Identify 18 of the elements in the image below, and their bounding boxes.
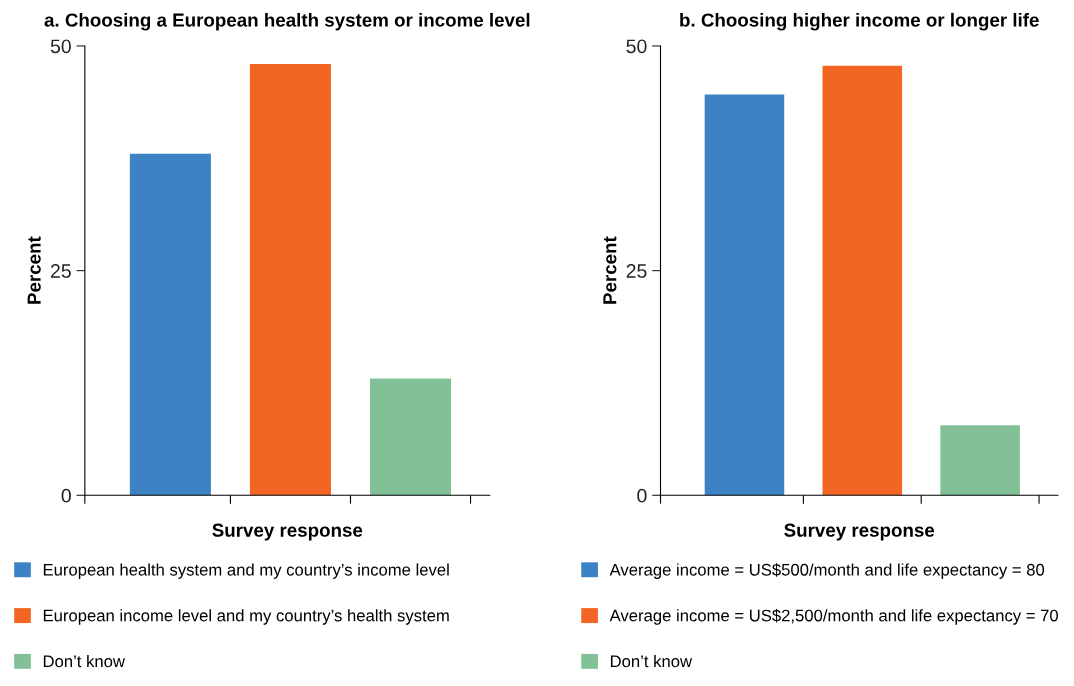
x-axis-title: Survey response — [784, 523, 935, 541]
x-axis-title: Survey response — [212, 523, 363, 541]
legend-label: Don’t know — [610, 655, 693, 668]
legend-label: Average income = US$500/month and life expectancy = 80 — [609, 563, 1045, 579]
y-tick-label: 25 — [626, 264, 647, 278]
legend-label: Average income = US$2,500/month and life expectancy = 70 — [609, 608, 1058, 625]
y-tick-label: 50 — [626, 39, 647, 54]
legend-label: European income level and my country’s health system — [43, 609, 449, 625]
y-tick-label: 25 — [51, 264, 71, 278]
chart-title: a. Choosing a European health system or income level — [44, 12, 530, 31]
y-axis-title: Percent — [603, 236, 617, 304]
y-axis-title: Percent — [27, 236, 41, 304]
y-tick-label: 0 — [637, 488, 647, 503]
legend-label: Don’t know — [43, 655, 126, 668]
chart-title: b. Choosing higher income or longer life — [680, 12, 1039, 31]
y-tick-label: 0 — [61, 488, 71, 503]
legend-label: European health system and my country’s income level — [43, 563, 449, 579]
y-tick-label: 50 — [50, 39, 71, 54]
